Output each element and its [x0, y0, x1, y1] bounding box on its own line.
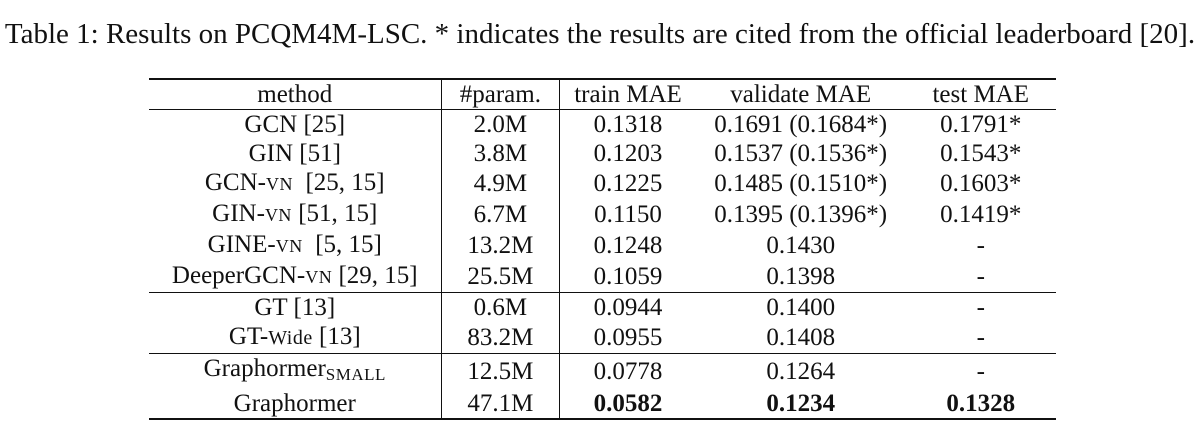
graphormer-group: GraphormerSMALL 12.5M 0.0778 0.1264 - Gr…: [149, 353, 1056, 419]
params-cell: 13.2M: [441, 230, 561, 261]
header-train-mae: train MAE: [574, 81, 682, 108]
train-mae-cell: 0.0944: [593, 294, 663, 321]
validate-mae-cell: 0.1408: [766, 324, 836, 351]
params-cell: 47.1M: [441, 389, 561, 419]
test-mae-cell: -: [976, 358, 985, 385]
table-row: GIN [51] 3.8M 0.1203 0.1537 (0.1536*) 0.…: [149, 139, 1056, 168]
params-cell: 2.0M: [441, 109, 561, 139]
train-mae-cell: 0.1150: [594, 201, 662, 228]
table-row: GT [13] 0.6M 0.0944 0.1400 -: [149, 292, 1056, 322]
method-cell: GINE-VN [5, 15]: [149, 230, 442, 261]
method-cell: GraphormerSMALL: [149, 353, 442, 389]
header-params: #param.: [441, 79, 561, 110]
train-mae-cell: 0.1203: [593, 140, 663, 167]
table-row: GIN-VN [51, 15] 6.7M 0.1150 0.1395 (0.13…: [149, 199, 1056, 230]
train-mae-cell: 0.0778: [593, 358, 663, 385]
method-cell: GCN [25]: [149, 109, 442, 139]
table-header-row: method #param. train MAE validate MAE te…: [149, 79, 1056, 110]
train-mae-cell: 0.1318: [593, 111, 663, 138]
results-table: method #param. train MAE validate MAE te…: [149, 78, 1056, 420]
table-row: Graphormer 47.1M 0.0582 0.1234 0.1328: [149, 389, 1056, 419]
params-cell: 83.2M: [441, 322, 561, 354]
table-row: GT-Wide [13] 83.2M 0.0955 0.1408 -: [149, 322, 1056, 354]
validate-mae-cell: 0.1485 (0.1510*): [714, 170, 888, 197]
table-caption: Table 1: Results on PCQM4M-LSC. * indica…: [4, 18, 1196, 50]
validate-mae-cell: 0.1234: [766, 390, 836, 417]
test-mae-cell: 0.1543*: [940, 140, 1022, 167]
train-mae-cell: 0.1225: [593, 170, 663, 197]
header-test-mae: test MAE: [932, 81, 1030, 108]
validate-mae-cell: 0.1264: [766, 358, 836, 385]
method-cell: GIN [51]: [149, 139, 442, 168]
method-cell: GT [13]: [149, 292, 442, 322]
params-cell: 25.5M: [441, 261, 561, 293]
test-mae-cell: 0.1603*: [940, 170, 1022, 197]
validate-mae-cell: 0.1398: [766, 263, 836, 290]
train-mae-cell: 0.1248: [593, 232, 663, 259]
train-mae-cell: 0.0582: [593, 390, 663, 417]
params-cell: 4.9M: [441, 168, 561, 199]
params-cell: 3.8M: [441, 139, 561, 168]
params-cell: 0.6M: [441, 292, 561, 322]
test-mae-cell: 0.1791*: [940, 111, 1022, 138]
graph-transformer-group: GT [13] 0.6M 0.0944 0.1400 - GT-Wide [13…: [149, 292, 1056, 354]
table-row: GraphormerSMALL 12.5M 0.0778 0.1264 -: [149, 353, 1056, 389]
validate-mae-cell: 0.1537 (0.1536*): [714, 140, 888, 167]
train-mae-cell: 0.1059: [593, 263, 663, 290]
table-row: GCN-VN [25, 15] 4.9M 0.1225 0.1485 (0.15…: [149, 168, 1056, 199]
baseline-group: GCN [25] 2.0M 0.1318 0.1691 (0.1684*) 0.…: [149, 109, 1056, 293]
test-mae-cell: -: [976, 263, 985, 290]
train-mae-cell: 0.0955: [593, 324, 663, 351]
validate-mae-cell: 0.1395 (0.1396*): [714, 201, 888, 228]
validate-mae-cell: 0.1691 (0.1684*): [714, 111, 888, 138]
method-cell: Graphormer: [149, 389, 442, 419]
test-mae-cell: -: [976, 324, 985, 351]
test-mae-cell: -: [976, 294, 985, 321]
results-table-container: method #param. train MAE validate MAE te…: [149, 78, 1056, 420]
table-row: GINE-VN [5, 15] 13.2M 0.1248 0.1430 -: [149, 230, 1056, 261]
header-method: method: [149, 79, 442, 110]
table-row: DeeperGCN-VN [29, 15] 25.5M 0.1059 0.139…: [149, 261, 1056, 293]
table-row: GCN [25] 2.0M 0.1318 0.1691 (0.1684*) 0.…: [149, 109, 1056, 139]
test-mae-cell: 0.1419*: [940, 201, 1022, 228]
method-cell: GT-Wide [13]: [149, 322, 442, 354]
params-cell: 6.7M: [441, 199, 561, 230]
method-cell: GIN-VN [51, 15]: [149, 199, 442, 230]
test-mae-cell: 0.1328: [946, 390, 1016, 417]
params-cell: 12.5M: [441, 353, 561, 389]
test-mae-cell: -: [976, 232, 985, 259]
method-cell: DeeperGCN-VN [29, 15]: [149, 261, 442, 293]
method-cell: GCN-VN [25, 15]: [149, 168, 442, 199]
validate-mae-cell: 0.1400: [766, 294, 836, 321]
validate-mae-cell: 0.1430: [766, 232, 836, 259]
header-validate-mae: validate MAE: [730, 81, 872, 108]
